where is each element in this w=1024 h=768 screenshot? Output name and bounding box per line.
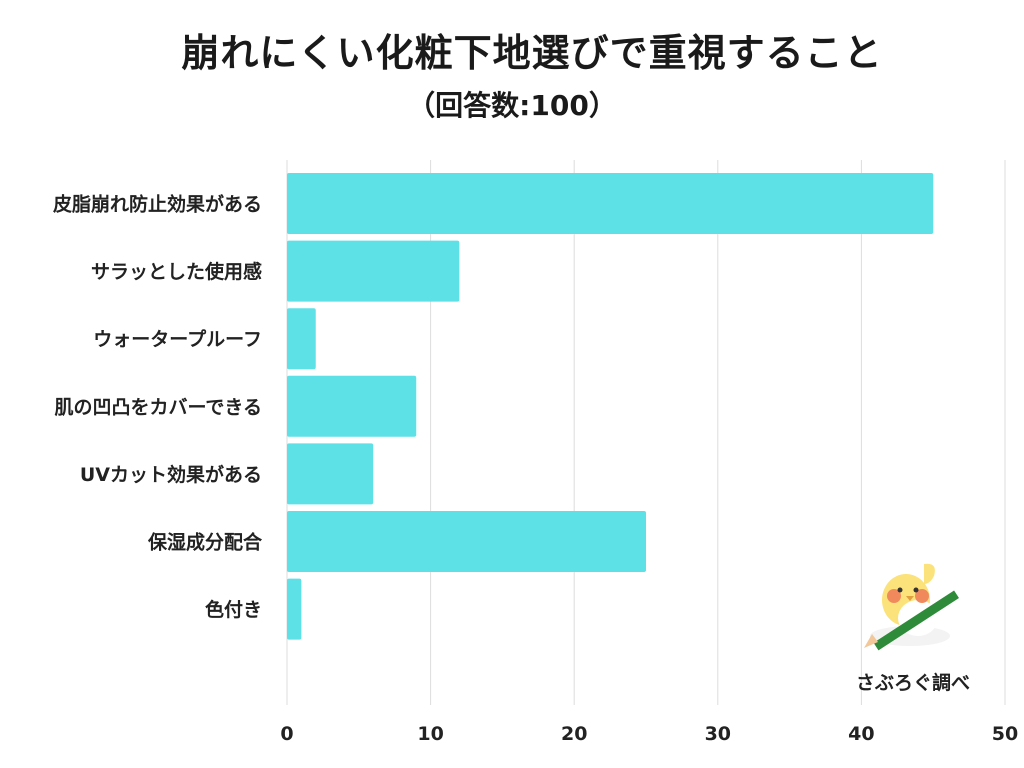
bar [287,511,646,572]
x-tick-label: 50 [992,723,1018,745]
x-tick-label: 40 [848,723,874,745]
category-label: 皮脂崩れ防止効果がある [53,193,262,216]
bird-mascot-icon [864,563,959,651]
category-label: サラッとした使用感 [91,260,262,283]
category-label: ウォータープルーフ [93,328,262,351]
x-tick-label: 20 [561,723,587,745]
x-tick-label: 0 [280,723,293,745]
category-label: 色付き [205,598,262,621]
chart-subtitle: （回答数:100） [407,89,617,122]
category-label: 保湿成分配合 [147,531,263,554]
category-label: UVカット効果がある [80,463,262,486]
category-label: 肌の凹凸をカバーできる [55,396,262,418]
bar [287,443,374,505]
bar [287,173,934,234]
bar [287,578,302,640]
bar [287,240,460,302]
bar [287,375,417,437]
x-tick-label: 30 [705,723,731,745]
bar [287,308,316,370]
x-tick-label: 10 [417,723,443,745]
chart-title: 崩れにくい化粧下地選びで重視すること [181,31,883,75]
credit-text: さぶろぐ調べ [855,672,970,694]
